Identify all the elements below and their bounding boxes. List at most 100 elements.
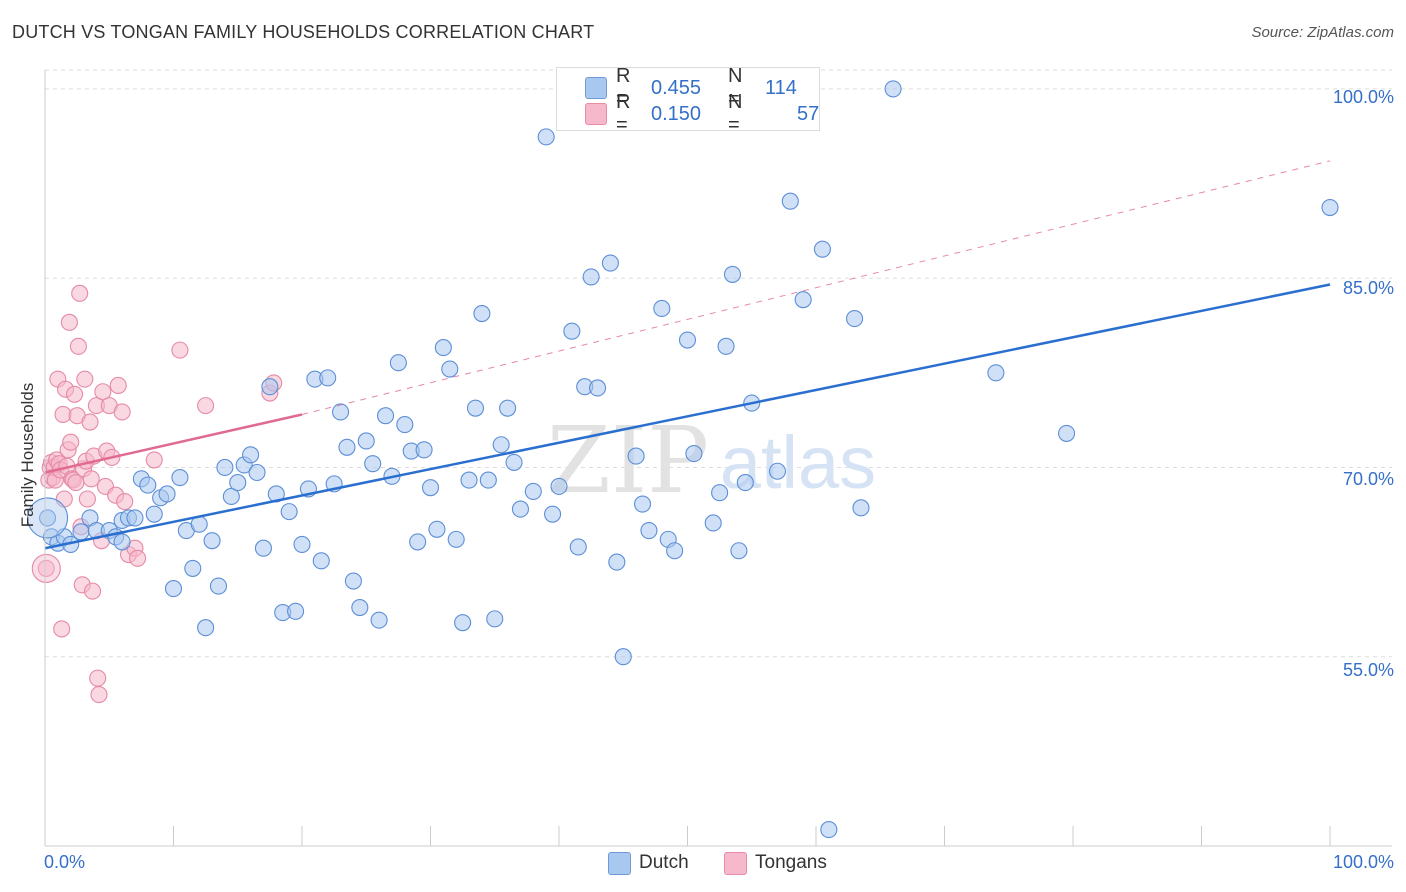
dutch-point (723, 265, 742, 283)
dutch-point (499, 399, 517, 417)
tongan-point (31, 553, 61, 583)
tongan-point (62, 433, 80, 451)
dutch-point (524, 482, 542, 500)
tongan-point (109, 376, 127, 394)
dutch-point (222, 487, 240, 506)
dutch-point (344, 572, 362, 590)
dutch-point (627, 447, 645, 465)
dutch-point (582, 268, 600, 286)
dutch-point (209, 577, 228, 595)
dutch-point (736, 474, 754, 492)
legend-r-value: 0.150 (651, 102, 702, 125)
tongan-point (54, 405, 72, 424)
bottom-legend-label: Dutch (639, 852, 689, 873)
dutch-point (370, 611, 388, 629)
dutch-point (139, 476, 157, 494)
legend-n-label: N = (728, 91, 743, 136)
dutch-point (331, 403, 350, 421)
tongan-point (94, 383, 112, 401)
legend-r-label: R = (616, 91, 631, 136)
x-tick-max: 100.0% (1332, 852, 1394, 872)
legend-r-value: 0.455 (651, 76, 702, 99)
tongan-point (116, 492, 134, 511)
dutch-point (113, 533, 131, 551)
dutch-point (563, 322, 581, 340)
y-tick-label: 100.0% (1332, 87, 1394, 107)
dutch-point (312, 552, 330, 570)
y-tick-label: 55.0% (1342, 660, 1394, 680)
dutch-point (27, 497, 69, 539)
dutch-point (666, 542, 684, 560)
dutch-point (396, 416, 414, 434)
stats-legend: R = 0.455 N = 114 R = 0.150 N = 57 (556, 65, 820, 136)
dutch-point (364, 455, 382, 473)
dutch-point (415, 441, 433, 459)
dutch-point (421, 479, 440, 497)
dutch-point (505, 453, 523, 471)
dutch-point (486, 610, 504, 628)
dutch-point (164, 580, 183, 598)
dutch-point (608, 553, 626, 571)
dutch-point (229, 474, 247, 492)
tongan-swatch (724, 852, 747, 875)
dutch-point (441, 360, 459, 378)
tongan-point (82, 470, 100, 488)
grid-layer (45, 69, 1392, 658)
dutch-point (813, 240, 831, 258)
legend-r-label: R = (616, 65, 631, 110)
axes (44, 70, 1392, 847)
tongan-point (71, 284, 89, 302)
dutch-point (158, 485, 176, 503)
dutch-point (287, 602, 305, 620)
legend-n-value: 114 (765, 76, 797, 99)
dutch-point (717, 337, 735, 355)
dutch-point (254, 539, 273, 557)
dutch-point (511, 500, 530, 518)
dutch-point (376, 407, 395, 425)
source-credit: Source: ZipAtlas.com (1251, 24, 1394, 41)
tongan-point (81, 413, 99, 431)
bottom-legend-label: Tongans (755, 852, 827, 873)
dutch-point (447, 530, 465, 548)
dutch-point (601, 254, 619, 272)
dutch-point (614, 648, 632, 666)
tongan-point (197, 397, 215, 415)
dutch-point (1058, 424, 1076, 442)
dutch-point (987, 364, 1005, 382)
dutch-point (197, 619, 215, 637)
dutch-point (588, 379, 607, 397)
dutch-point (184, 559, 202, 577)
dutch-point (39, 509, 57, 527)
dutch-point (569, 538, 587, 556)
dutch-point (242, 446, 260, 464)
trend-lines (44, 160, 1331, 550)
tongan-point (89, 669, 107, 687)
dutch-point (338, 438, 356, 456)
dutch-point (633, 495, 652, 513)
tongan-point (128, 549, 147, 567)
dutch-swatch (608, 852, 631, 875)
tongan-point (90, 686, 108, 704)
dutch-point (203, 532, 221, 550)
dutch-point (357, 432, 375, 450)
dutch-point (550, 477, 568, 495)
dutch-point (768, 462, 787, 480)
dutch-point (678, 331, 697, 349)
dutch-point (852, 499, 870, 517)
dutch-point (492, 436, 510, 454)
dutch-point (466, 399, 485, 417)
legend-n-label: N = (728, 65, 743, 110)
watermark: ZIP atlas (547, 407, 876, 514)
dutch-point (171, 469, 189, 487)
tongan-point (145, 451, 163, 469)
chart-title: DUTCH VS TONGAN FAMILY HOUSEHOLDS CORREL… (12, 22, 595, 42)
tongan-trend-extension (301, 160, 1331, 415)
tongan-point (66, 385, 84, 403)
tongan-point (76, 370, 94, 388)
dutch-point (479, 471, 497, 489)
tongan-point (53, 620, 71, 638)
tongan-point (78, 490, 96, 508)
dutch-point (126, 509, 144, 527)
dutch-point (261, 378, 279, 396)
